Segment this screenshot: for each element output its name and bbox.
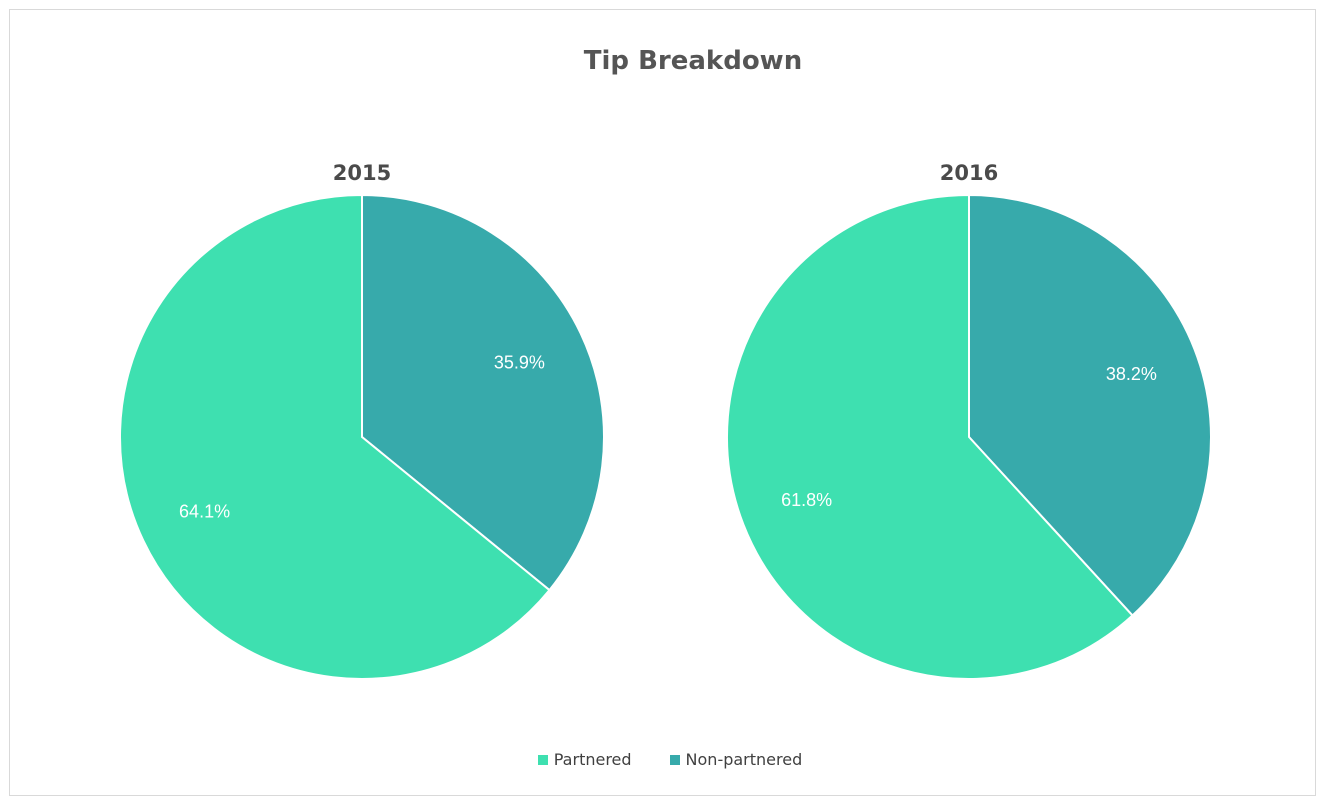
legend-item-partnered: Partnered (537, 750, 632, 769)
pie-slice-2015-non-partnered (361, 193, 605, 592)
legend-label-partnered: Partnered (553, 750, 632, 769)
data-label-2016-partnered: 61.8% (781, 490, 832, 510)
chart-title: Tip Breakdown (583, 46, 803, 76)
pie-slice-2016-partnered (726, 193, 1134, 680)
data-label-2015-non-partnered: 35.9% (494, 352, 545, 372)
pie-chart-2015: 2015 35.9% 64.1% (119, 161, 605, 680)
pie-title-2015: 2015 (333, 161, 391, 185)
legend-swatch-non-partnered (669, 754, 680, 765)
data-label-2015-partnered: 64.1% (179, 502, 230, 522)
pie-slice-2016-non-partnered (968, 193, 1212, 617)
data-label-2016-non-partnered: 38.2% (1106, 364, 1157, 384)
legend: Partnered Non-partnered (0, 750, 1326, 769)
pie-slice-2015-partnered (119, 193, 551, 680)
pie-chart-2016: 2016 38.2% 61.8% (726, 161, 1212, 680)
legend-item-non-partnered: Non-partnered (669, 750, 803, 769)
pie-title-2016: 2016 (940, 161, 998, 185)
legend-swatch-partnered (537, 754, 548, 765)
legend-label-non-partnered: Non-partnered (685, 750, 803, 769)
